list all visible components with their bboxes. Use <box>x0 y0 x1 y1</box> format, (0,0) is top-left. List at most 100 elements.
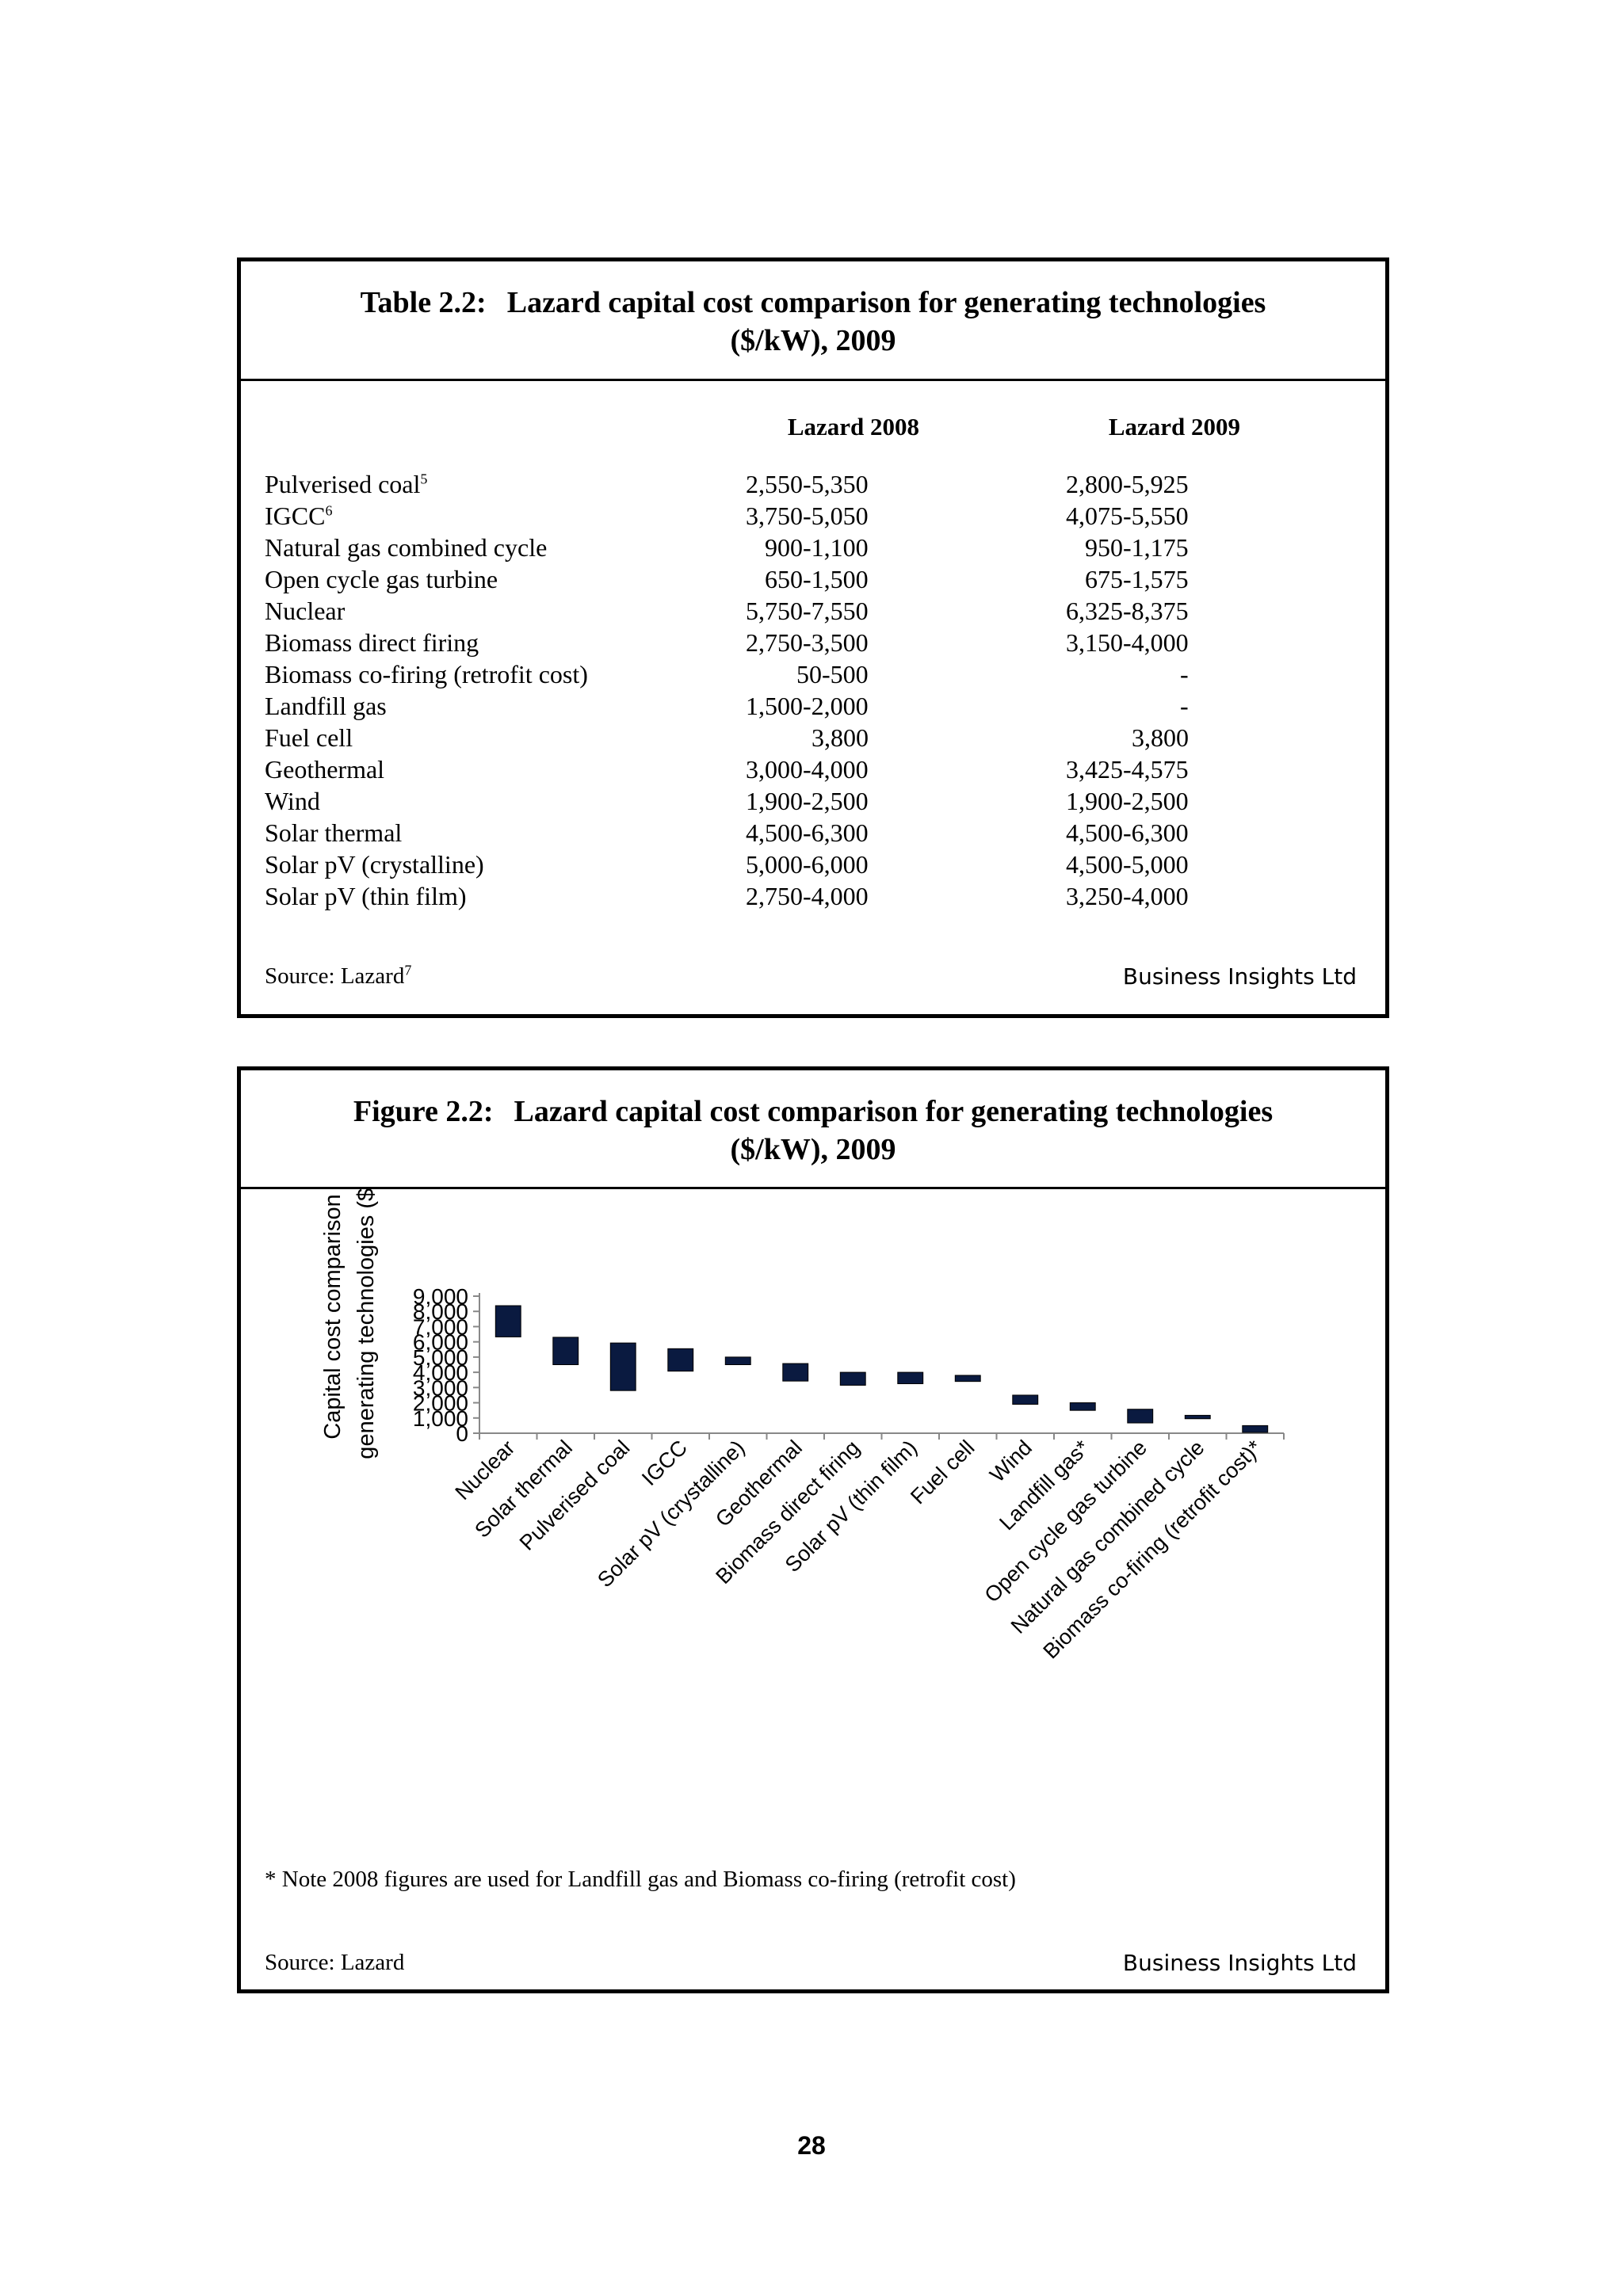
capital-cost-chart: 01,0002,0003,0004,0005,0006,0007,0008,00… <box>320 1189 1285 1664</box>
col-header-2009: Lazard 2009 <box>1108 413 1240 441</box>
x-category-label: IGCC <box>637 1436 692 1490</box>
table-row: Geothermal 3,000-4,000 3,425-4,575 <box>265 753 1295 785</box>
row-value-2009: 3,150-4,000 <box>1066 628 1189 657</box>
row-value-2008: 1,500-2,000 <box>746 692 869 720</box>
y-tick-label: 7,000 <box>413 1314 468 1339</box>
table-source: Source: Lazard7 <box>265 962 412 989</box>
table-label: Table 2.2: <box>360 286 487 319</box>
y-tick-label: 2,000 <box>413 1391 468 1416</box>
row-technology: Solar pV (thin film) <box>265 882 467 910</box>
y-tick-label: 4,000 <box>413 1360 468 1385</box>
table-title: Table 2.2: Lazard capital cost comparison… <box>241 261 1385 381</box>
row-value-2009: 2,800-5,925 <box>1066 470 1189 498</box>
table-row: Solar pV (thin film) 2,750-4,000 3,250-4,0… <box>265 880 1295 912</box>
table-row: Nuclear 5,750-7,550 6,325-8,375 <box>265 595 1295 627</box>
row-value-2009: 3,250-4,000 <box>1066 882 1189 910</box>
figure-title-line1: Lazard capital cost comparison for gener… <box>514 1095 1274 1128</box>
figure-note: * Note 2008 figures are used for Landfil… <box>265 1867 1016 1892</box>
y-tick-label: 3,000 <box>413 1375 468 1400</box>
row-footnote: 6 <box>325 502 333 519</box>
table-box: Table 2.2: Lazard capital cost comparison… <box>237 257 1389 1018</box>
bar-solar-thermal <box>552 1337 579 1365</box>
row-value-2008: 3,750-5,050 <box>746 502 869 530</box>
row-technology: IGCC <box>265 502 326 530</box>
table-row: Biomass co-firing (retrofit cost) 50-500 - <box>265 658 1295 690</box>
bar-igcc <box>667 1348 694 1372</box>
bar-nuclear <box>495 1305 521 1337</box>
row-value-2009: 950-1,175 <box>1085 533 1189 562</box>
bar-biomass-direct-firing <box>839 1371 866 1386</box>
row-technology: Wind <box>265 787 320 815</box>
table-row: Solar thermal 4,500-6,300 4,500-6,300 <box>265 817 1295 849</box>
table-title-line1: Lazard capital cost comparison for gener… <box>506 286 1266 319</box>
figure-brand: Business Insights Ltd <box>1122 1950 1357 1976</box>
figure-title: Figure 2.2: Lazard capital cost compariso… <box>241 1070 1385 1189</box>
row-technology: Fuel cell <box>265 723 353 752</box>
row-value-2008: 2,750-3,500 <box>746 628 869 657</box>
bar-solar-pv-crystalline <box>724 1356 751 1365</box>
bar-fuel-cell <box>954 1375 981 1383</box>
row-value-2009: 4,075-5,550 <box>1066 502 1189 530</box>
table-row: IGCC6 3,750-5,050 4,075-5,550 <box>265 500 1295 532</box>
bar-geothermal <box>782 1363 809 1382</box>
table-row: Biomass direct firing 2,750-3,500 3,150-4,… <box>265 627 1295 658</box>
row-value-2008: 2,750-4,000 <box>746 882 869 910</box>
row-technology: Biomass direct firing <box>265 628 479 657</box>
bar-landfill-gas <box>1069 1402 1096 1411</box>
y-axis-label: Capital cost comparison for <box>320 1189 346 1440</box>
row-technology: Natural gas combined cycle <box>265 533 548 562</box>
table-title-line2: ($/kW), 2009 <box>730 324 896 357</box>
y-tick-label: 9,000 <box>413 1284 468 1309</box>
row-value-2009: 3,425-4,575 <box>1066 755 1189 784</box>
bar-solar-pv-thin-film <box>897 1371 924 1385</box>
row-value-2009: 4,500-5,000 <box>1066 850 1189 879</box>
row-value-2008: 3,800 <box>812 723 869 752</box>
row-value-2009: 675-1,575 <box>1085 565 1189 593</box>
row-footnote: 5 <box>420 471 428 487</box>
col-header-2008: Lazard 2008 <box>787 413 919 441</box>
row-value-2008: 650-1,500 <box>765 565 869 593</box>
row-technology: Open cycle gas turbine <box>265 565 498 593</box>
row-technology: Nuclear <box>265 597 346 625</box>
row-value-2008: 2,550-5,350 <box>746 470 869 498</box>
y-tick-label: 6,000 <box>413 1330 468 1355</box>
row-value-2009: 1,900-2,500 <box>1066 787 1189 815</box>
y-tick-label: 5,000 <box>413 1345 468 1370</box>
y-axis-label: generating technologies ($/kW) <box>353 1189 379 1459</box>
row-technology: Solar thermal <box>265 818 403 847</box>
row-value-2009: 3,800 <box>1132 723 1189 752</box>
y-tick-label: 1,000 <box>413 1406 468 1431</box>
row-value-2008: 5,750-7,550 <box>746 597 869 625</box>
y-tick-label: 0 <box>456 1421 468 1446</box>
row-value-2009: 4,500-6,300 <box>1066 818 1189 847</box>
row-value-2009: - <box>1180 660 1189 688</box>
bar-open-cycle-gas-turbine <box>1127 1409 1154 1424</box>
table-row: Open cycle gas turbine 650-1,500 675-1,575 <box>265 563 1295 595</box>
figure-title-line2: ($/kW), 2009 <box>730 1133 896 1166</box>
table-brand: Business Insights Ltd <box>1122 963 1357 990</box>
table-row: Natural gas combined cycle 900-1,100 950-1… <box>265 532 1295 563</box>
row-technology: Pulverised coal <box>265 470 421 498</box>
page-number: 28 <box>797 2131 826 2160</box>
row-value-2008: 3,000-4,000 <box>746 755 869 784</box>
table-row: Fuel cell 3,800 3,800 <box>265 722 1295 753</box>
row-value-2008: 4,500-6,300 <box>746 818 869 847</box>
row-value-2008: 1,900-2,500 <box>746 787 869 815</box>
table-row: Solar pV (crystalline) 5,000-6,000 4,500-5… <box>265 849 1295 880</box>
bar-pulverised-coal <box>609 1342 636 1391</box>
bar-biomass-co-firing-retrofit-cost <box>1242 1425 1269 1433</box>
row-technology: Solar pV (crystalline) <box>265 850 484 879</box>
y-tick-label: 8,000 <box>413 1299 468 1324</box>
row-value-2008: 5,000-6,000 <box>746 850 869 879</box>
cost-table: Lazard 2008 Lazard 2009 Pulverised coal5… <box>241 381 1385 1015</box>
row-technology: Geothermal <box>265 755 385 784</box>
row-value-2009: 6,325-8,375 <box>1066 597 1189 625</box>
figure-source: Source: Lazard <box>265 1950 405 1975</box>
figure-box: Figure 2.2: Lazard capital cost compariso… <box>237 1066 1389 1993</box>
bar-natural-gas-combined-cycle <box>1184 1414 1211 1420</box>
row-value-2008: 900-1,100 <box>765 533 869 562</box>
x-category-label: Fuel cell <box>906 1436 979 1508</box>
table-row: Wind 1,900-2,500 1,900-2,500 <box>265 785 1295 817</box>
row-value-2009: - <box>1180 692 1189 720</box>
row-technology: Landfill gas <box>265 692 387 720</box>
